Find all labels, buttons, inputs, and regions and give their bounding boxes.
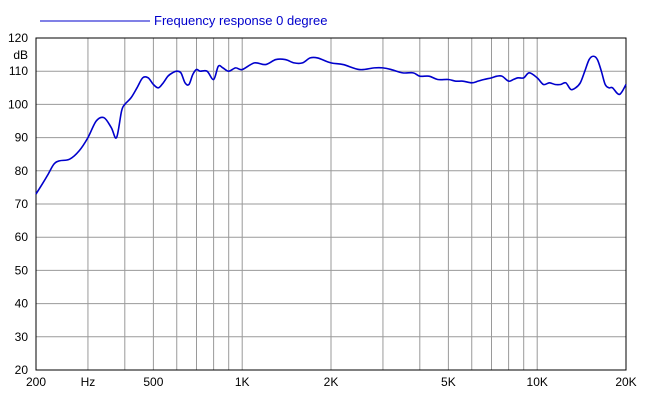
x-tick-label: 1K — [235, 375, 250, 389]
y-tick-label: 50 — [15, 263, 29, 277]
y-tick-label: 100 — [8, 97, 28, 111]
y-tick-label: 20 — [15, 363, 29, 377]
x-axis-ticks: 200 Hz 500 1K 2K 5K 10K 20K — [26, 375, 637, 389]
series-layer — [35, 55, 627, 195]
x-tick-label: 500 — [143, 375, 163, 389]
x-tick-label: 200 — [26, 375, 46, 389]
plot-area-frame — [35, 37, 627, 371]
x-tick-label: 5K — [441, 375, 456, 389]
y-unit-label: dB — [13, 48, 28, 62]
legend-label: Frequency response 0 degree — [154, 13, 327, 28]
legend: Frequency response 0 degree — [40, 13, 327, 28]
x-tick-label: 10K — [527, 375, 548, 389]
x-tick-label: Hz — [81, 375, 96, 389]
grid — [35, 37, 627, 371]
y-tick-label: 30 — [15, 330, 29, 344]
x-tick-label: 2K — [324, 375, 339, 389]
y-tick-label: 60 — [15, 230, 29, 244]
y-tick-label: 70 — [15, 197, 29, 211]
series-line-frequency-response — [35, 55, 627, 195]
y-tick-label: 120 — [8, 31, 28, 45]
y-axis-ticks: 120 110 100 90 80 70 60 50 40 30 20 — [8, 31, 28, 377]
y-tick-label: 90 — [15, 131, 29, 145]
y-tick-label: 110 — [9, 64, 28, 78]
y-tick-label: 80 — [15, 164, 29, 178]
x-tick-label: 20K — [615, 375, 636, 389]
y-tick-label: 40 — [15, 297, 29, 311]
